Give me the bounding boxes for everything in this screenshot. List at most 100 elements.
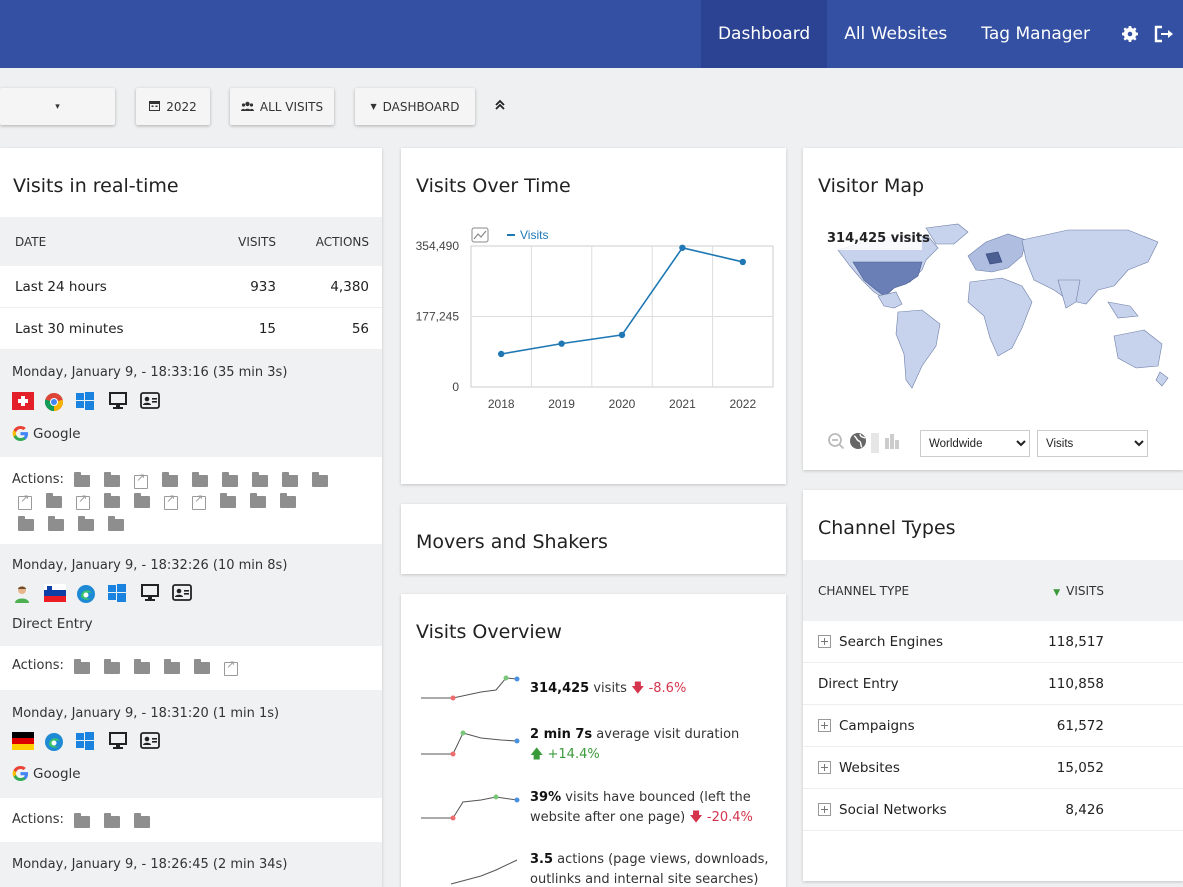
visitor-profile-icon[interactable] <box>172 584 194 602</box>
period-selector-button[interactable]: 2022 <box>136 88 210 125</box>
folder-icon[interactable] <box>250 493 266 508</box>
sparkline-actions[interactable] <box>421 852 521 887</box>
channel-visits: 110,858 <box>1048 675 1104 692</box>
x-tick-label: 2019 <box>548 397 575 411</box>
widget-title: Visitor Map <box>818 175 925 197</box>
folder-icon[interactable] <box>46 493 62 508</box>
y-tick-label: 0 <box>452 380 459 394</box>
world-map[interactable] <box>818 220 1178 400</box>
column-date[interactable]: DATE <box>15 234 47 249</box>
folder-icon[interactable] <box>194 659 210 674</box>
table-row[interactable]: Websites 15,052 <box>803 747 1183 789</box>
expand-icon[interactable] <box>818 634 831 648</box>
map-metric-select[interactable]: Visits <box>1037 430 1148 457</box>
visit-entry[interactable]: Monday, January 9, - 18:32:26 (10 min 8s… <box>0 544 382 646</box>
folder-icon[interactable] <box>78 516 94 531</box>
caret-down-icon: ▼ <box>370 102 377 111</box>
globe-icon[interactable] <box>849 432 867 454</box>
logout-icon[interactable] <box>1153 0 1183 68</box>
folder-icon[interactable] <box>222 472 238 487</box>
folder-icon[interactable] <box>74 659 90 674</box>
folder-icon[interactable] <box>104 813 120 828</box>
expand-icon[interactable] <box>818 802 831 816</box>
row-actions: 56 <box>351 320 369 337</box>
outlink-icon[interactable] <box>192 492 206 510</box>
folder-icon[interactable] <box>74 472 90 487</box>
folder-icon[interactable] <box>18 516 34 531</box>
folder-icon[interactable] <box>104 493 120 508</box>
gear-icon[interactable] <box>1107 0 1153 68</box>
sparkline-visits[interactable] <box>421 670 521 710</box>
folder-icon[interactable] <box>104 472 120 487</box>
folder-icon[interactable] <box>134 659 150 674</box>
folder-icon[interactable] <box>252 472 268 487</box>
table-row[interactable]: Campaigns 61,572 <box>803 705 1183 747</box>
folder-icon[interactable] <box>220 493 236 508</box>
chrome-icon <box>44 392 66 412</box>
table-row[interactable]: Social Networks 8,426 <box>803 789 1183 831</box>
folder-icon[interactable] <box>74 813 90 828</box>
visit-referrer[interactable]: Google <box>12 765 81 782</box>
city-view-icon[interactable] <box>883 432 901 454</box>
outlink-icon[interactable] <box>164 492 178 510</box>
sparkline-bounce[interactable] <box>421 790 521 830</box>
referrer-label: Direct Entry <box>12 616 93 632</box>
visitor-profile-icon[interactable] <box>140 732 162 750</box>
nav-tag-manager[interactable]: Tag Manager <box>981 24 1090 44</box>
column-channel-type[interactable]: CHANNEL TYPE <box>818 583 910 598</box>
folder-icon[interactable] <box>162 472 178 487</box>
expand-icon[interactable] <box>818 760 831 774</box>
y-tick-label: 354,490 <box>416 239 460 253</box>
google-icon <box>12 425 29 442</box>
data-point <box>558 340 565 347</box>
nav-dashboard[interactable]: Dashboard <box>700 0 828 68</box>
site-selector-button[interactable]: ▾ <box>0 88 115 125</box>
folder-icon[interactable] <box>134 813 150 828</box>
outlink-icon[interactable] <box>18 492 32 510</box>
visit-entry[interactable]: Monday, January 9, - 18:26:45 (2 min 34s… <box>0 842 382 887</box>
table-row: Last 30 minutes 15 56 <box>0 308 382 350</box>
visitor-profile-icon[interactable] <box>140 392 162 410</box>
action-icons <box>18 492 358 510</box>
folder-icon[interactable] <box>164 659 180 674</box>
table-row[interactable]: Direct Entry 110,858 <box>803 663 1183 705</box>
column-visits[interactable]: VISITS <box>238 234 276 249</box>
map-controls <box>827 432 901 454</box>
visit-referrer[interactable]: Google <box>12 425 81 442</box>
overview-actions: 3.5 actions (page views, downloads, outl… <box>530 852 769 887</box>
visit-entry[interactable]: Monday, January 9, - 18:31:20 (1 min 1s)… <box>0 690 382 798</box>
outlink-icon[interactable] <box>134 471 148 489</box>
column-visits[interactable]: ▼ VISITS <box>1053 584 1104 598</box>
folder-icon[interactable] <box>134 493 150 508</box>
expand-icon[interactable] <box>818 718 831 732</box>
visit-time: Monday, January 9, - 18:26:45 (2 min 34s… <box>12 857 288 872</box>
visit-referrer[interactable]: Direct Entry <box>12 616 93 632</box>
sparkline-duration[interactable] <box>421 724 521 764</box>
outlink-icon[interactable] <box>224 658 238 676</box>
folder-icon[interactable] <box>282 472 298 487</box>
users-icon <box>240 100 254 114</box>
outlink-icon[interactable] <box>76 492 90 510</box>
action-icons <box>74 813 274 828</box>
table-row[interactable]: Search Engines 118,517 <box>803 621 1183 663</box>
nav-all-websites[interactable]: All Websites <box>844 24 948 44</box>
folder-icon[interactable] <box>280 493 296 508</box>
folder-icon[interactable] <box>192 472 208 487</box>
visit-entry[interactable]: Monday, January 9, - 18:33:16 (35 min 3s… <box>0 350 382 457</box>
column-actions[interactable]: ACTIONS <box>315 234 369 249</box>
segment-selector-button[interactable]: ALL VISITS <box>230 88 334 125</box>
channel-table-header: CHANNEL TYPE ▼ VISITS <box>803 560 1183 621</box>
double-chevron-up-icon[interactable] <box>493 97 509 113</box>
actions-label: Actions: <box>12 658 64 673</box>
zoom-out-icon[interactable] <box>827 432 845 454</box>
folder-icon[interactable] <box>104 659 120 674</box>
chart-type-icon[interactable] <box>471 227 489 243</box>
folder-icon[interactable] <box>48 516 64 531</box>
folder-icon[interactable] <box>312 472 328 487</box>
visits-line-chart[interactable]: 0 177,245 354,490 2018 2019 2020 2021 2022 Visit… <box>401 204 786 484</box>
folder-icon[interactable] <box>108 516 124 531</box>
dashboard-selector-button[interactable]: ▼ DASHBOARD <box>355 88 475 125</box>
chart-type-icon-line <box>473 230 487 240</box>
visits-overview-widget: Visits Overview 314,425 visits 🡇 -8.6% 2… <box>401 594 786 887</box>
map-region-select[interactable]: Worldwide <box>920 430 1030 457</box>
